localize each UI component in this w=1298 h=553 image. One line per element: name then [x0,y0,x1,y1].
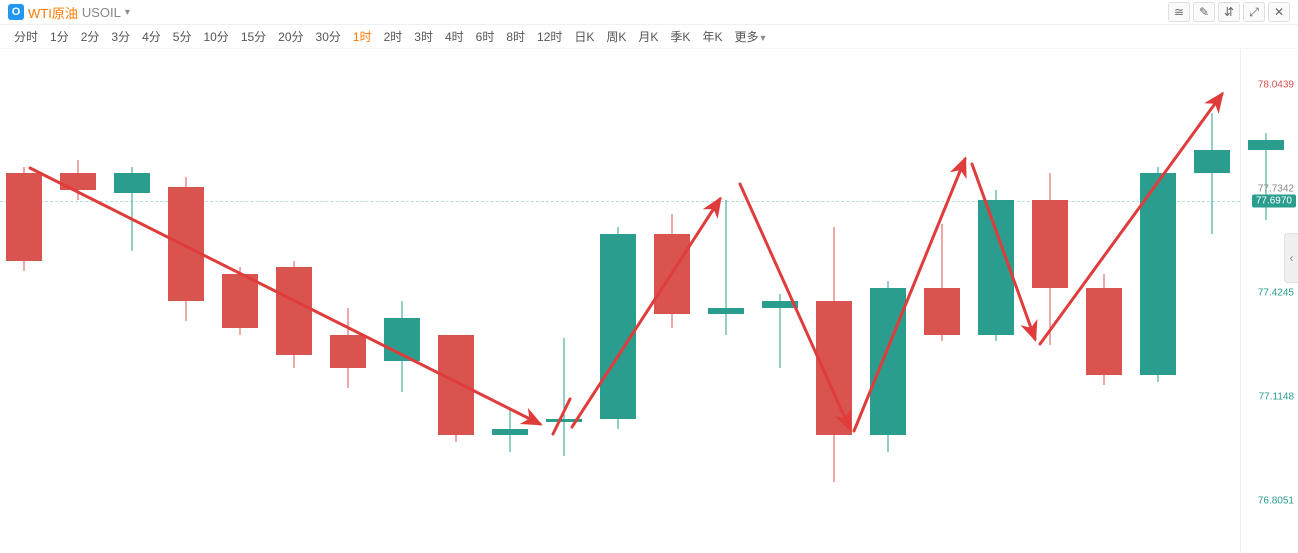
candle[interactable] [114,49,150,553]
interval-日K[interactable]: 日K [568,28,600,45]
candle[interactable] [60,49,96,553]
candle[interactable] [438,49,474,553]
draw-icon[interactable]: ✎ [1193,2,1215,22]
candle[interactable] [546,49,582,553]
fullscreen-icon[interactable]: ⤢ [1243,2,1265,22]
interval-1时[interactable]: 1时 [347,28,378,45]
candle[interactable] [708,49,744,553]
candle[interactable] [1086,49,1122,553]
interval-3时[interactable]: 3时 [408,28,439,45]
interval-3分[interactable]: 3分 [105,28,136,45]
candle[interactable] [222,49,258,553]
candle[interactable] [384,49,420,553]
interval-8时[interactable]: 8时 [500,28,531,45]
close-icon[interactable]: ✕ [1268,2,1290,22]
symbol-icon: O [8,4,24,20]
candle[interactable] [168,49,204,553]
current-price-tag: 77.6970 [1252,195,1296,208]
interval-2时[interactable]: 2时 [378,28,409,45]
interval-6时[interactable]: 6时 [470,28,501,45]
interval-15分[interactable]: 15分 [235,28,272,45]
price-axis: 77.6970 78.0439 77.7342 77.4245 77.1148 76.8… [1240,49,1298,553]
interval-月K[interactable]: 月K [632,28,664,45]
candle[interactable] [816,49,852,553]
top-bar: O WTI原油 USOIL ▾ ≅✎⇵⤢✕ [0,0,1298,25]
symbol-name[interactable]: WTI原油 [28,3,78,22]
candlestick-plot[interactable] [0,49,1240,553]
compare-icon[interactable]: ⇵ [1218,2,1240,22]
candle[interactable] [600,49,636,553]
candle[interactable] [978,49,1014,553]
price-tick: 77.1148 [1259,391,1294,402]
candle[interactable] [654,49,690,553]
candle[interactable] [330,49,366,553]
interval-季K[interactable]: 季K [664,28,696,45]
interval-5分[interactable]: 5分 [167,28,198,45]
candle[interactable] [1032,49,1068,553]
interval-12时[interactable]: 12时 [531,28,568,45]
panel-collapse-tab[interactable]: ‹ [1284,233,1298,283]
indicator-icon[interactable]: ≅ [1168,2,1190,22]
price-tick: 78.0439 [1258,79,1294,90]
candle[interactable] [924,49,960,553]
candle[interactable] [6,49,42,553]
toolbar: ≅✎⇵⤢✕ [1165,2,1290,22]
price-tick: 77.4245 [1258,287,1294,298]
interval-20分[interactable]: 20分 [272,28,309,45]
symbol-dropdown-icon[interactable]: ▾ [125,7,130,18]
interval-10分[interactable]: 10分 [197,28,234,45]
candle[interactable] [1194,49,1230,553]
candle[interactable] [1140,49,1176,553]
candle[interactable] [276,49,312,553]
interval-30分[interactable]: 30分 [310,28,347,45]
symbol-code: USOIL [82,5,121,20]
candle[interactable] [870,49,906,553]
interval-分时[interactable]: 分时 [8,28,44,45]
chart-area[interactable]: 77.6970 78.0439 77.7342 77.4245 77.1148 76.8… [0,49,1298,553]
price-tick: 77.7342 [1258,183,1294,194]
interval-周K[interactable]: 周K [600,28,632,45]
candle[interactable] [492,49,528,553]
interval-bar: 分时1分2分3分4分5分10分15分20分30分1时2时3时4时6时8时12时日… [0,25,1298,49]
price-tick: 76.8051 [1258,495,1294,506]
interval-年K[interactable]: 年K [696,28,728,45]
candle[interactable] [762,49,798,553]
interval-2分[interactable]: 2分 [75,28,106,45]
interval-more[interactable]: 更多▾ [728,28,771,45]
interval-4分[interactable]: 4分 [136,28,167,45]
interval-4时[interactable]: 4时 [439,28,470,45]
interval-1分[interactable]: 1分 [44,28,75,45]
